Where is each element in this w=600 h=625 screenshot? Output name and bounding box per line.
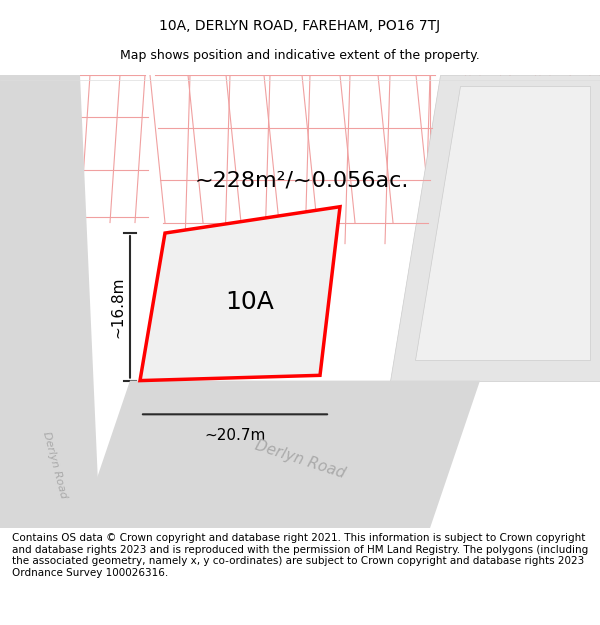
Polygon shape <box>390 75 600 381</box>
Text: ~20.7m: ~20.7m <box>205 428 266 443</box>
Text: Map shows position and indicative extent of the property.: Map shows position and indicative extent… <box>120 49 480 62</box>
Polygon shape <box>415 86 590 359</box>
Polygon shape <box>0 75 35 128</box>
Text: ~16.8m: ~16.8m <box>110 276 125 338</box>
Text: Derlyn Road: Derlyn Road <box>253 438 347 481</box>
Text: 10A, DERLYN ROAD, FAREHAM, PO16 7TJ: 10A, DERLYN ROAD, FAREHAM, PO16 7TJ <box>160 19 440 32</box>
Polygon shape <box>0 130 35 181</box>
Text: Contains OS data © Crown copyright and database right 2021. This information is : Contains OS data © Crown copyright and d… <box>12 533 588 578</box>
Polygon shape <box>140 207 340 381</box>
Text: ~228m²/~0.056ac.: ~228m²/~0.056ac. <box>195 171 409 191</box>
Text: Derlyn Road: Derlyn Road <box>41 431 69 499</box>
Polygon shape <box>160 228 320 365</box>
Polygon shape <box>80 381 480 528</box>
Polygon shape <box>0 75 100 528</box>
Text: 10A: 10A <box>226 289 274 314</box>
